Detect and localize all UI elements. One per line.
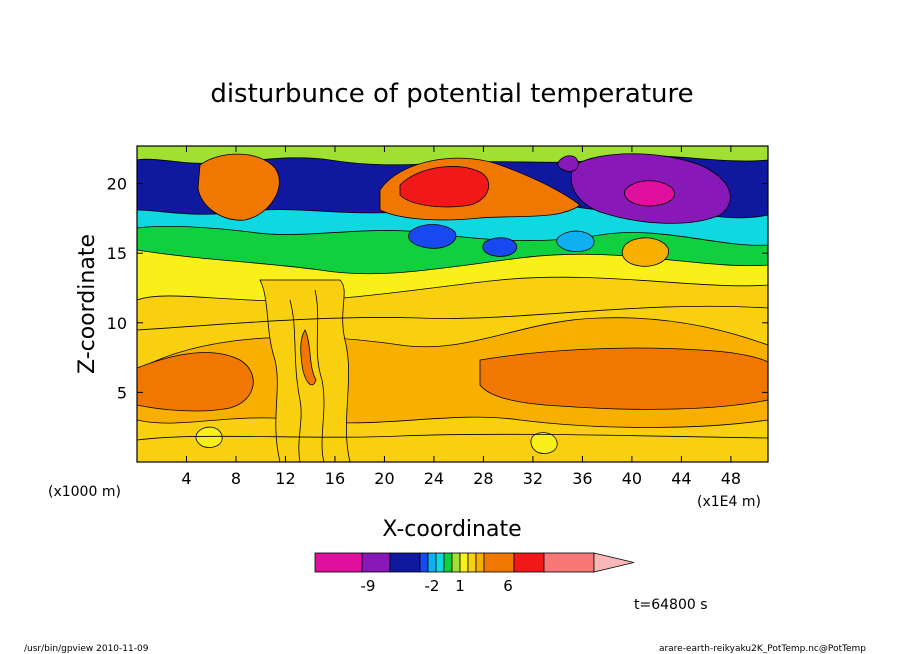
contour-line-2 [137, 433, 768, 441]
colorbar-segment [459, 552, 469, 573]
x-tick-label: 28 [473, 469, 493, 488]
cold-pocket-top [557, 155, 579, 172]
warm-cell-left [197, 153, 280, 221]
colorbar [314, 552, 635, 573]
cold-pocket-2 [482, 237, 518, 257]
turbulent-streak-3 [300, 329, 317, 386]
colorbar-segment [419, 552, 429, 573]
contour-line-1 [137, 305, 768, 331]
footer-right: arare-earth-reikyaku2K_PotTemp.nc@PotTem… [659, 644, 866, 654]
colorbar-tick-label: 6 [503, 577, 513, 595]
x-tick-label: 12 [275, 469, 295, 488]
cold-core-right [624, 180, 675, 207]
warm-core-upper [399, 166, 490, 208]
colorbar-segment [543, 552, 595, 573]
time-label: t=64800 s [634, 597, 708, 613]
x-tick-label: 40 [622, 469, 642, 488]
chart-title: disturbunce of potential temperature [210, 79, 693, 109]
x-tick-label: 8 [231, 469, 241, 488]
colorbar-segment [467, 552, 477, 573]
turbulent-streak-2 [314, 289, 325, 462]
x-tick-label: 16 [325, 469, 345, 488]
colorbar-segment [451, 552, 461, 573]
x-tick-label: 32 [523, 469, 543, 488]
y-tick-label: 15 [107, 244, 127, 263]
light-blob-bottom-2 [530, 432, 558, 454]
colorbar-tick-labels: -9 -2 1 6 [361, 577, 513, 595]
y-tick-label: 20 [107, 175, 127, 194]
cold-pocket-1 [408, 224, 457, 249]
y-axis-ticks: 5 10 15 20 [107, 175, 768, 402]
x-scale-label: (x1E4 m) [697, 494, 761, 510]
colorbar-segment [435, 552, 445, 573]
x-axis-label: X-coordinate [382, 517, 521, 542]
y-tick-label: 5 [117, 383, 127, 402]
plot-frame [136, 145, 769, 463]
x-tick-label: 36 [572, 469, 592, 488]
colorbar-segment [483, 552, 515, 573]
colorbar-segment [513, 552, 545, 573]
colorbar-segment [427, 552, 437, 573]
light-blob-bottom-1 [195, 426, 223, 448]
x-tick-label: 24 [424, 469, 444, 488]
colorbar-segment [475, 552, 485, 573]
plot-area [137, 146, 768, 462]
turbulent-streak-1 [289, 299, 302, 462]
colorbar-segment [443, 552, 453, 573]
colorbar-segment [361, 552, 391, 573]
x-tick-label: 4 [181, 469, 191, 488]
band-deep-orange-left [137, 352, 254, 412]
y-tick-label: 10 [107, 314, 127, 333]
footer-left: /usr/bin/gpview 2010-11-09 [24, 644, 149, 654]
colorbar-tick-label: -9 [361, 577, 376, 595]
x-tick-label: 48 [721, 469, 741, 488]
colorbar-extend-arrow [593, 552, 635, 573]
y-axis-label: Z-coordinate [75, 234, 100, 374]
warm-blob-right [621, 237, 669, 267]
colorbar-segment [314, 552, 363, 573]
band-deep-orange-right [479, 347, 768, 410]
colorbar-tick-label: 1 [455, 577, 465, 595]
colorbar-tick-label: -2 [425, 577, 440, 595]
x-tick-label: 20 [374, 469, 394, 488]
colorbar-segment [389, 552, 421, 573]
x-tick-label: 44 [671, 469, 691, 488]
x-unit-label: (x1000 m) [48, 484, 121, 500]
x-axis-ticks: 4 8 12 16 20 24 28 32 36 40 44 48 [181, 146, 741, 488]
cold-pocket-3 [556, 230, 595, 252]
